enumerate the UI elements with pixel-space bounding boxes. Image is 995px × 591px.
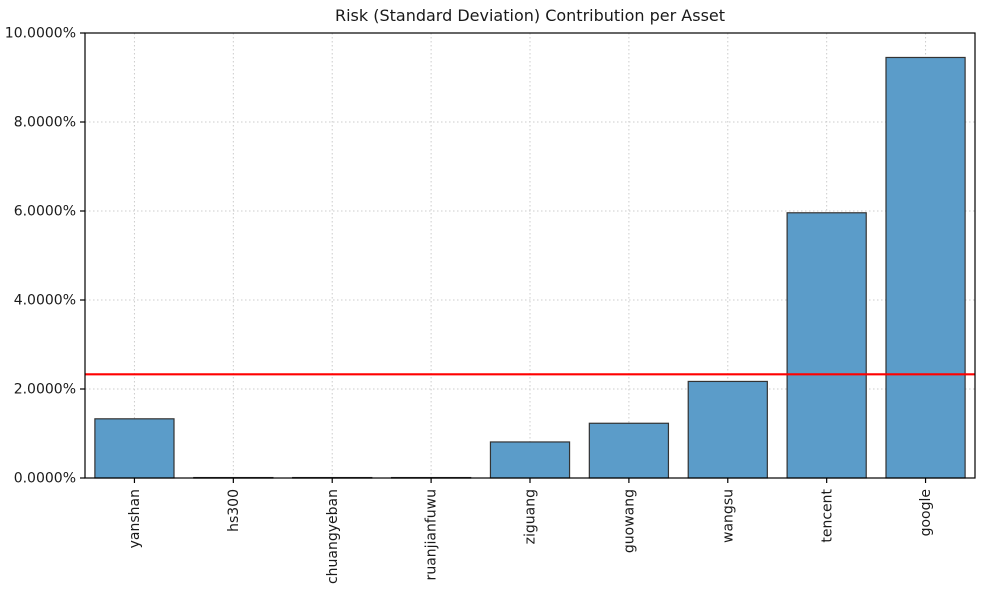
chart-title: Risk (Standard Deviation) Contribution p… <box>334 6 726 25</box>
bar-tencent <box>786 212 867 479</box>
y-tick-label: 0.0000% <box>14 471 76 487</box>
y-tick-label: 4.0000% <box>14 293 76 309</box>
bar-ziguang <box>489 441 571 479</box>
bar-google <box>885 56 966 479</box>
bar-wangsu <box>687 380 768 479</box>
bar-guowang <box>588 422 670 479</box>
x-tick-label-ziguang: ziguang <box>523 489 539 544</box>
y-tick-label: 2.0000% <box>14 382 76 398</box>
x-tick-label-google: google <box>918 489 934 536</box>
x-tick-label-ruanjianfuwu: ruanjianfuwu <box>424 489 440 580</box>
x-tick-label-tencent: tencent <box>819 488 835 542</box>
x-tick-label-chuangyeban: chuangyeban <box>325 489 341 584</box>
x-tick-label-hs300: hs300 <box>226 489 242 532</box>
x-tick-label-wangsu: wangsu <box>720 489 736 543</box>
y-tick-label: 10.0000% <box>5 26 76 42</box>
bar-yanshan <box>94 418 175 479</box>
x-tick-label-yanshan: yanshan <box>127 489 143 548</box>
y-tick-label: 6.0000% <box>14 204 76 220</box>
y-tick-label: 8.0000% <box>14 115 76 131</box>
x-tick-label-guowang: guowang <box>622 489 638 553</box>
